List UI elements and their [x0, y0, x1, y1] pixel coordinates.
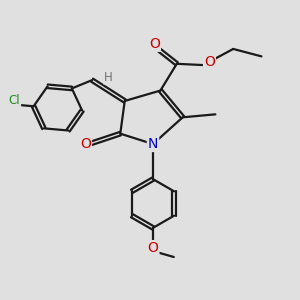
Text: Cl: Cl	[8, 94, 20, 106]
Text: O: O	[148, 241, 158, 255]
Text: O: O	[149, 37, 160, 51]
Text: N: N	[148, 137, 158, 151]
Text: H: H	[104, 71, 113, 84]
Text: O: O	[80, 137, 91, 151]
Text: O: O	[204, 55, 215, 69]
